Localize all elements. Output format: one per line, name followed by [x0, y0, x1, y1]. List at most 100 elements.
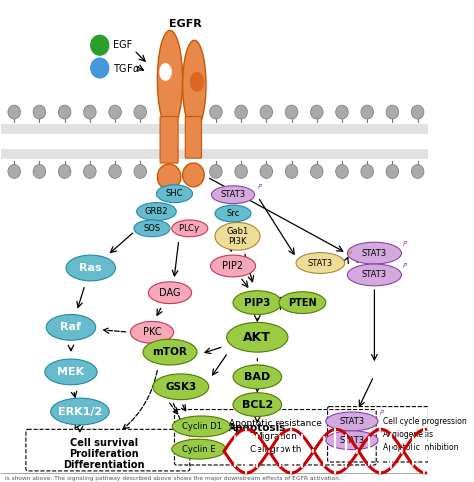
Ellipse shape — [137, 202, 176, 220]
Circle shape — [58, 105, 71, 119]
Circle shape — [260, 105, 273, 119]
Text: DAG: DAG — [159, 288, 181, 298]
Text: P: P — [257, 184, 262, 190]
Ellipse shape — [233, 291, 282, 315]
Ellipse shape — [172, 416, 231, 437]
Text: Apoptotic resistance: Apoptotic resistance — [229, 419, 322, 428]
Ellipse shape — [51, 398, 109, 425]
Text: ERK1/2: ERK1/2 — [58, 406, 102, 416]
Text: Gab1
PI3K: Gab1 PI3K — [227, 227, 249, 246]
Circle shape — [336, 105, 348, 119]
Ellipse shape — [148, 282, 191, 304]
Ellipse shape — [157, 30, 182, 129]
Text: Src: Src — [227, 209, 240, 218]
Text: AKT: AKT — [243, 331, 271, 344]
Circle shape — [8, 105, 20, 119]
Text: EGFR: EGFR — [169, 19, 201, 29]
Text: Cell growth: Cell growth — [250, 444, 301, 454]
Text: P: P — [403, 241, 408, 247]
Ellipse shape — [190, 72, 204, 92]
Text: Angiogenesis: Angiogenesis — [383, 430, 435, 439]
Circle shape — [361, 164, 374, 178]
Ellipse shape — [45, 359, 97, 385]
Circle shape — [285, 164, 298, 178]
Circle shape — [33, 164, 46, 178]
Circle shape — [109, 164, 121, 178]
Ellipse shape — [159, 63, 172, 81]
Circle shape — [134, 164, 146, 178]
Ellipse shape — [326, 412, 378, 431]
Ellipse shape — [156, 185, 192, 202]
Circle shape — [8, 164, 20, 178]
Text: Cell survival: Cell survival — [70, 438, 138, 448]
Ellipse shape — [296, 253, 345, 273]
Text: PIP2: PIP2 — [222, 261, 244, 271]
Circle shape — [33, 105, 46, 119]
Ellipse shape — [182, 40, 206, 129]
Text: Migration: Migration — [254, 432, 297, 441]
Text: SOS: SOS — [144, 224, 161, 233]
Ellipse shape — [215, 205, 251, 222]
Text: STAT3: STAT3 — [362, 249, 387, 258]
Circle shape — [58, 164, 71, 178]
Ellipse shape — [66, 255, 116, 281]
Text: MEK: MEK — [57, 367, 84, 377]
Text: BAD: BAD — [244, 372, 271, 382]
Text: PTEN: PTEN — [288, 297, 317, 308]
Circle shape — [83, 164, 96, 178]
Circle shape — [386, 164, 399, 178]
Text: is shown above. The signaling pathway described above shows the major downstream: is shown above. The signaling pathway de… — [5, 476, 341, 481]
Text: P: P — [380, 411, 384, 416]
Ellipse shape — [46, 315, 96, 340]
Circle shape — [210, 164, 222, 178]
Text: BCL2: BCL2 — [242, 400, 273, 410]
Text: GRB2: GRB2 — [145, 207, 168, 216]
Ellipse shape — [153, 374, 209, 400]
Ellipse shape — [134, 220, 170, 237]
Text: P: P — [403, 263, 408, 269]
Text: Raf: Raf — [60, 322, 82, 333]
Text: PIP3: PIP3 — [244, 297, 271, 308]
Ellipse shape — [143, 339, 197, 365]
Text: STAT3: STAT3 — [308, 258, 333, 268]
Ellipse shape — [172, 439, 226, 459]
Circle shape — [91, 58, 109, 78]
Ellipse shape — [130, 321, 173, 343]
Ellipse shape — [210, 255, 255, 277]
Circle shape — [285, 105, 298, 119]
Circle shape — [386, 105, 399, 119]
Text: EGF: EGF — [113, 40, 133, 50]
Ellipse shape — [227, 322, 288, 352]
Text: Ras: Ras — [80, 263, 102, 273]
Ellipse shape — [211, 186, 255, 203]
Text: P: P — [380, 429, 384, 435]
Circle shape — [235, 164, 247, 178]
Circle shape — [83, 105, 96, 119]
Text: SHC: SHC — [166, 189, 183, 198]
Circle shape — [411, 164, 424, 178]
Circle shape — [260, 164, 273, 178]
Ellipse shape — [215, 222, 260, 250]
Ellipse shape — [279, 292, 326, 313]
FancyBboxPatch shape — [185, 117, 201, 158]
Ellipse shape — [233, 365, 282, 389]
Circle shape — [235, 105, 247, 119]
Ellipse shape — [182, 163, 204, 187]
FancyBboxPatch shape — [160, 117, 178, 163]
Text: P: P — [347, 251, 352, 257]
Text: STAT3: STAT3 — [339, 436, 365, 445]
Circle shape — [109, 105, 121, 119]
Circle shape — [310, 164, 323, 178]
Text: mTOR: mTOR — [153, 347, 187, 357]
Text: PKC: PKC — [143, 327, 161, 337]
Text: Apoptotic inhibition: Apoptotic inhibition — [383, 442, 459, 452]
Ellipse shape — [326, 431, 378, 450]
Text: GSK3: GSK3 — [165, 382, 196, 392]
Circle shape — [336, 164, 348, 178]
Ellipse shape — [233, 393, 282, 416]
Text: Cyclin E: Cyclin E — [182, 444, 216, 454]
Circle shape — [411, 105, 424, 119]
Circle shape — [134, 105, 146, 119]
Text: PLC$\gamma$: PLC$\gamma$ — [178, 222, 201, 235]
Ellipse shape — [347, 242, 401, 264]
